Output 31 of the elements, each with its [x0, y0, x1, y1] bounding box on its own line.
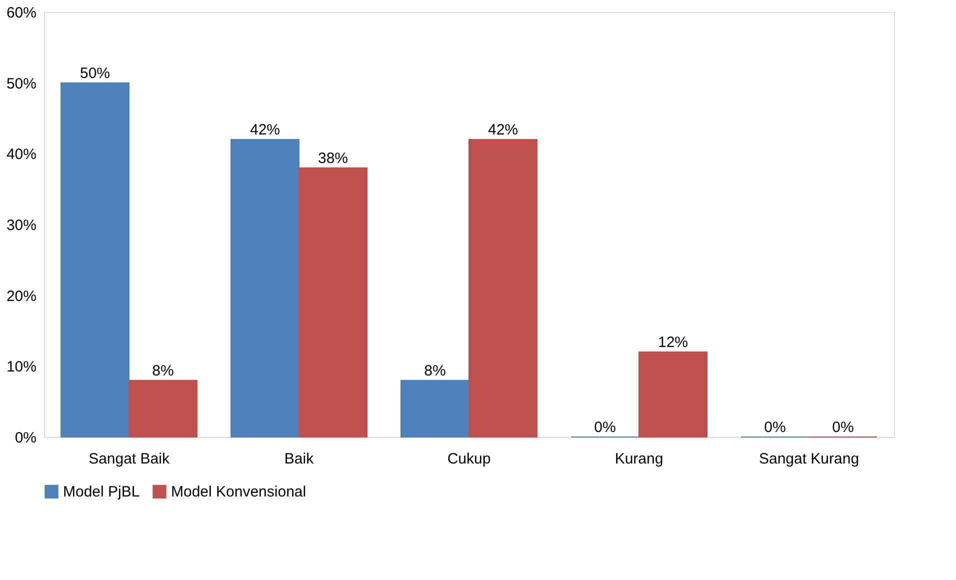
x-tick-label: Cukup [447, 450, 491, 468]
data-label: 42% [250, 122, 280, 138]
x-tick-label: Baik [284, 450, 314, 468]
legend-label: Model PjBL [63, 484, 140, 501]
legend-label: Model Konvensional [171, 484, 306, 501]
x-tick-label: Sangat Kurang [758, 450, 860, 468]
y-tick-label: 0% [14, 430, 36, 446]
y-tick-label: 50% [6, 75, 36, 92]
y-tick-label: 40% [6, 146, 36, 164]
bar [638, 352, 708, 438]
data-label: 0% [764, 419, 786, 436]
data-label: 0% [832, 419, 854, 436]
bar [400, 380, 470, 438]
bar [60, 82, 130, 438]
bar [230, 139, 300, 438]
bar [468, 139, 538, 438]
y-tick-label: 60% [6, 4, 36, 22]
x-tick-label: Sangat Baik [88, 450, 170, 468]
x-tick-label: Kurang [614, 450, 664, 468]
data-label: 0% [594, 419, 616, 436]
data-label: 8% [424, 362, 446, 380]
y-tick-label: 20% [6, 288, 36, 305]
data-label: 12% [658, 334, 688, 351]
bar [128, 380, 198, 438]
data-label: 8% [152, 362, 174, 380]
bar [298, 167, 368, 438]
y-tick-label: 30% [6, 217, 36, 234]
y-tick-label: 10% [6, 358, 36, 376]
data-label: 50% [80, 64, 110, 82]
data-label: 38% [318, 150, 348, 167]
data-label: 42% [488, 122, 518, 138]
